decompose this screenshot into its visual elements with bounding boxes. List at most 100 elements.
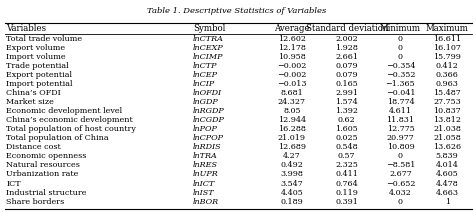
Text: 1.574: 1.574	[336, 98, 358, 106]
Text: 0.62: 0.62	[338, 116, 356, 124]
Text: lnCEP: lnCEP	[193, 71, 218, 79]
Text: 0: 0	[398, 152, 403, 160]
Text: −0.354: −0.354	[386, 62, 415, 70]
Text: −0.652: −0.652	[386, 180, 415, 188]
Text: 0.119: 0.119	[335, 188, 358, 197]
Text: −0.002: −0.002	[277, 71, 307, 79]
Text: 21.058: 21.058	[433, 134, 461, 142]
Text: lnIST: lnIST	[193, 188, 215, 197]
Text: Natural resources: Natural resources	[6, 162, 80, 169]
Text: 12.775: 12.775	[387, 125, 414, 133]
Text: 1.392: 1.392	[335, 107, 358, 115]
Text: Standard deviation: Standard deviation	[306, 24, 388, 33]
Text: lnBOR: lnBOR	[193, 198, 219, 206]
Text: −0.013: −0.013	[277, 80, 307, 88]
Text: lnGDP: lnGDP	[193, 98, 219, 106]
Text: 0.025: 0.025	[336, 134, 358, 142]
Text: 2.677: 2.677	[389, 170, 412, 179]
Text: 0.57: 0.57	[338, 152, 356, 160]
Text: lnRGDP: lnRGDP	[193, 107, 225, 115]
Text: lnRES: lnRES	[193, 162, 218, 169]
Text: 4.27: 4.27	[283, 152, 301, 160]
Text: 0.079: 0.079	[336, 62, 358, 70]
Text: lnICT: lnICT	[193, 180, 215, 188]
Text: Average: Average	[274, 24, 310, 33]
Text: 13.812: 13.812	[433, 116, 461, 124]
Text: Total population of host country: Total population of host country	[6, 125, 136, 133]
Text: Urbanization rate: Urbanization rate	[6, 170, 79, 179]
Text: lnCEXP: lnCEXP	[193, 44, 224, 52]
Text: 18.774: 18.774	[387, 98, 414, 106]
Text: 0.492: 0.492	[281, 162, 303, 169]
Text: −0.352: −0.352	[386, 71, 415, 79]
Text: −0.041: −0.041	[386, 89, 415, 97]
Text: 5.839: 5.839	[436, 152, 458, 160]
Text: 0: 0	[398, 35, 403, 43]
Text: 3.998: 3.998	[281, 170, 303, 179]
Text: 0.411: 0.411	[335, 170, 358, 179]
Text: 0.412: 0.412	[436, 62, 458, 70]
Text: 2.991: 2.991	[335, 89, 358, 97]
Text: lnOFDI: lnOFDI	[193, 89, 222, 97]
Text: 0.366: 0.366	[436, 71, 458, 79]
Text: 4.611: 4.611	[389, 107, 412, 115]
Text: lnCIP: lnCIP	[193, 80, 215, 88]
Text: Maximum: Maximum	[426, 24, 469, 33]
Text: 1.928: 1.928	[335, 44, 358, 52]
Text: −0.002: −0.002	[277, 62, 307, 70]
Text: −8.581: −8.581	[386, 162, 415, 169]
Text: 4.605: 4.605	[436, 170, 458, 179]
Text: 20.977: 20.977	[387, 134, 414, 142]
Text: 0.548: 0.548	[336, 143, 358, 151]
Text: 0: 0	[398, 198, 403, 206]
Text: 16.611: 16.611	[433, 35, 461, 43]
Text: 1.605: 1.605	[336, 125, 358, 133]
Text: 24.327: 24.327	[278, 98, 306, 106]
Text: Industrial structure: Industrial structure	[6, 188, 87, 197]
Text: 0.963: 0.963	[436, 80, 458, 88]
Text: lnCGDP: lnCGDP	[193, 116, 225, 124]
Text: 4.032: 4.032	[389, 188, 412, 197]
Text: Trade potential: Trade potential	[6, 62, 69, 70]
Text: 13.626: 13.626	[433, 143, 461, 151]
Text: China’s OFDI: China’s OFDI	[6, 89, 61, 97]
Text: 16.107: 16.107	[433, 44, 461, 52]
Text: 11.831: 11.831	[386, 116, 414, 124]
Text: 0.189: 0.189	[281, 198, 303, 206]
Text: Import volume: Import volume	[6, 53, 66, 61]
Text: 8.05: 8.05	[283, 107, 301, 115]
Text: 12.178: 12.178	[278, 44, 306, 52]
Text: Table 1. Descriptive Statistics of Variables: Table 1. Descriptive Statistics of Varia…	[147, 7, 327, 15]
Text: Import potential: Import potential	[6, 80, 73, 88]
Text: 1: 1	[445, 198, 450, 206]
Text: 0: 0	[398, 44, 403, 52]
Text: lnCTRA: lnCTRA	[193, 35, 224, 43]
Text: lnTRA: lnTRA	[193, 152, 218, 160]
Text: 15.487: 15.487	[433, 89, 461, 97]
Text: 12.602: 12.602	[278, 35, 306, 43]
Text: 0.165: 0.165	[336, 80, 358, 88]
Text: 21.038: 21.038	[433, 125, 461, 133]
Text: Minimum: Minimum	[380, 24, 421, 33]
Text: Total population of China: Total population of China	[6, 134, 109, 142]
Text: lnUPR: lnUPR	[193, 170, 219, 179]
Text: Export potential: Export potential	[6, 71, 72, 79]
Text: 4.405: 4.405	[281, 188, 303, 197]
Text: Variables: Variables	[6, 24, 46, 33]
Text: 12.944: 12.944	[278, 116, 306, 124]
Text: 10.958: 10.958	[278, 53, 306, 61]
Text: Market size: Market size	[6, 98, 54, 106]
Text: 4.663: 4.663	[436, 188, 459, 197]
Text: lnCPOP: lnCPOP	[193, 134, 224, 142]
Text: China’s economic development: China’s economic development	[6, 116, 133, 124]
Text: 0.079: 0.079	[336, 71, 358, 79]
Text: 2.661: 2.661	[335, 53, 358, 61]
Text: 3.547: 3.547	[281, 180, 303, 188]
Text: 16.288: 16.288	[278, 125, 306, 133]
Text: 10.837: 10.837	[433, 107, 461, 115]
Text: 27.753: 27.753	[433, 98, 461, 106]
Text: −1.365: −1.365	[386, 80, 415, 88]
Text: 10.809: 10.809	[387, 143, 414, 151]
Text: lnCIMP: lnCIMP	[193, 53, 223, 61]
Text: Export volume: Export volume	[6, 44, 65, 52]
